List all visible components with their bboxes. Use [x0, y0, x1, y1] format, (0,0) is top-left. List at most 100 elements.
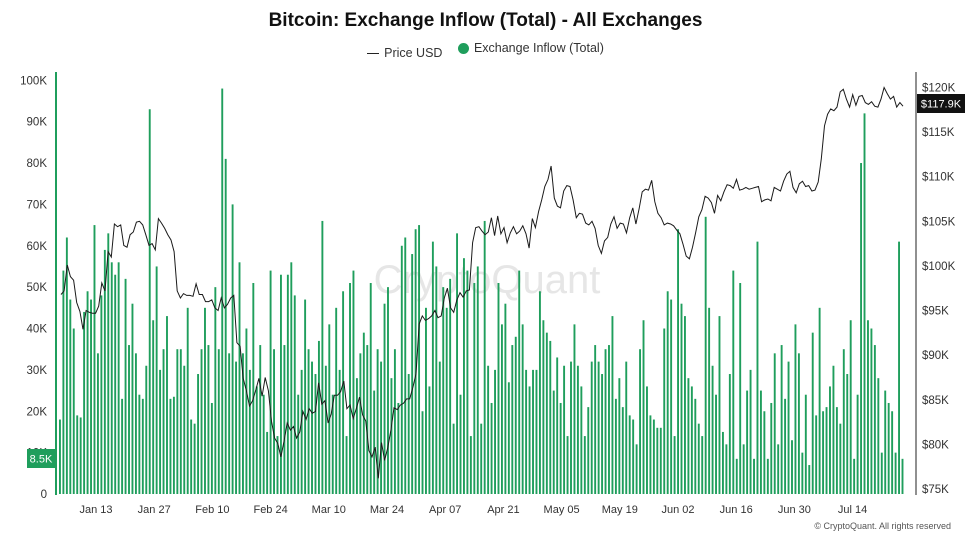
inflow-bar	[649, 415, 652, 494]
inflow-bar	[611, 316, 614, 494]
inflow-bar	[583, 436, 586, 494]
inflow-bar	[224, 158, 227, 494]
inflow-bar	[103, 249, 106, 494]
inflow-bar	[666, 291, 669, 494]
inflow-bar	[690, 386, 693, 494]
watermark: CryptoQuant	[374, 258, 601, 302]
inflow-bar	[701, 436, 704, 494]
inflow-bar	[580, 386, 583, 494]
left-tick-label: 70K	[27, 199, 48, 211]
inflow-bar	[335, 307, 338, 494]
inflow-bar	[421, 411, 424, 494]
inflow-bar	[763, 411, 766, 494]
inflow-bar	[835, 407, 838, 494]
inflow-bar	[373, 390, 376, 494]
inflow-bar	[718, 316, 721, 494]
inflow-bar	[759, 390, 762, 494]
inflow-bar	[452, 423, 455, 494]
inflow-bar	[846, 374, 849, 494]
inflow-bar	[721, 431, 724, 494]
inflow-bar	[608, 345, 610, 494]
inflow-bar	[59, 419, 61, 494]
inflow-bar	[894, 452, 897, 494]
inflow-bar	[576, 365, 579, 494]
inflow-bar	[179, 349, 182, 494]
inflow-bar	[176, 349, 179, 494]
inflow-bar	[614, 398, 617, 494]
inflow-bar	[632, 419, 635, 494]
inflow-bar	[563, 365, 566, 494]
inflow-bar	[162, 349, 165, 494]
inflow-bar	[708, 307, 711, 494]
legend-item-inflow[interactable]: Exchange Inflow (Total)	[457, 41, 604, 55]
inflow-bar	[901, 458, 904, 494]
inflow-bar	[166, 316, 168, 494]
inflow-bar	[376, 349, 379, 494]
x-axis-ticks: Jan 13 Jan 27 Feb 10 Feb 24 Mar 10 Mar 24 Apr …	[79, 504, 867, 516]
inflow-bar	[466, 270, 469, 494]
inflow-bar	[818, 307, 821, 494]
inflow-bar	[511, 345, 514, 494]
inflow-bars	[59, 88, 904, 495]
inflow-bar	[304, 299, 307, 494]
inflow-bar	[656, 427, 659, 494]
x-tick-label: Jan 13	[79, 504, 112, 516]
inflow-bar	[228, 353, 231, 494]
inflow-bar	[131, 303, 134, 494]
inflow-bar	[787, 361, 790, 494]
inflow-bar	[407, 374, 410, 494]
inflow-bar	[390, 378, 393, 494]
inflow-bar	[317, 340, 320, 494]
inflow-bar	[380, 361, 383, 494]
x-tick-label: Feb 10	[195, 504, 229, 516]
inflow-bar	[639, 349, 642, 494]
current-inflow-badge: 8.5K	[27, 449, 55, 468]
x-tick-label: Mar 10	[312, 504, 346, 516]
inflow-bar	[839, 423, 842, 494]
inflow-bar	[532, 369, 534, 494]
inflow-bar	[804, 394, 807, 494]
inflow-bar	[811, 332, 814, 494]
inflow-bar	[659, 427, 662, 494]
inflow-bar	[190, 419, 193, 494]
inflow-bar	[311, 361, 313, 494]
inflow-bar	[324, 365, 327, 494]
inflow-bar	[442, 287, 445, 494]
inflow-bar	[418, 225, 421, 494]
inflow-bar	[870, 328, 873, 494]
inflow-bar	[235, 361, 238, 494]
inflow-bar	[300, 369, 303, 494]
inflow-bar	[121, 398, 124, 494]
inflow-bar	[680, 303, 683, 494]
inflow-bar	[742, 444, 745, 494]
inflow-bar	[404, 237, 407, 495]
inflow-bar	[715, 394, 717, 494]
inflow-bar	[497, 283, 500, 494]
inflow-bar	[231, 204, 234, 494]
legend-item-price[interactable]: Price USD	[367, 46, 442, 60]
inflow-bar	[749, 369, 752, 494]
inflow-bar	[635, 444, 638, 494]
inflow-bar	[428, 386, 431, 494]
price-line	[60, 86, 904, 479]
inflow-bar	[352, 270, 355, 494]
inflow-bar	[242, 353, 244, 494]
inflow-bar	[552, 390, 555, 494]
inflow-bar	[328, 324, 331, 494]
inflow-bar	[449, 278, 452, 494]
inflow-bar	[500, 324, 503, 494]
chart-title: Bitcoin: Exchange Inflow (Total) - All E…	[268, 10, 703, 31]
inflow-bar	[96, 353, 99, 494]
inflow-bar	[801, 452, 804, 494]
left-tick-label: 90K	[27, 117, 48, 129]
inflow-bar	[829, 386, 831, 494]
inflow-bar	[773, 353, 776, 494]
inflow-bar	[463, 258, 465, 494]
inflow-bar	[369, 283, 372, 494]
inflow-bar	[873, 345, 876, 494]
inflow-bar	[601, 374, 604, 494]
inflow-bar	[456, 233, 458, 494]
inflow-bar	[860, 163, 863, 494]
inflow-bar	[355, 378, 358, 494]
inflow-bar	[542, 320, 545, 494]
